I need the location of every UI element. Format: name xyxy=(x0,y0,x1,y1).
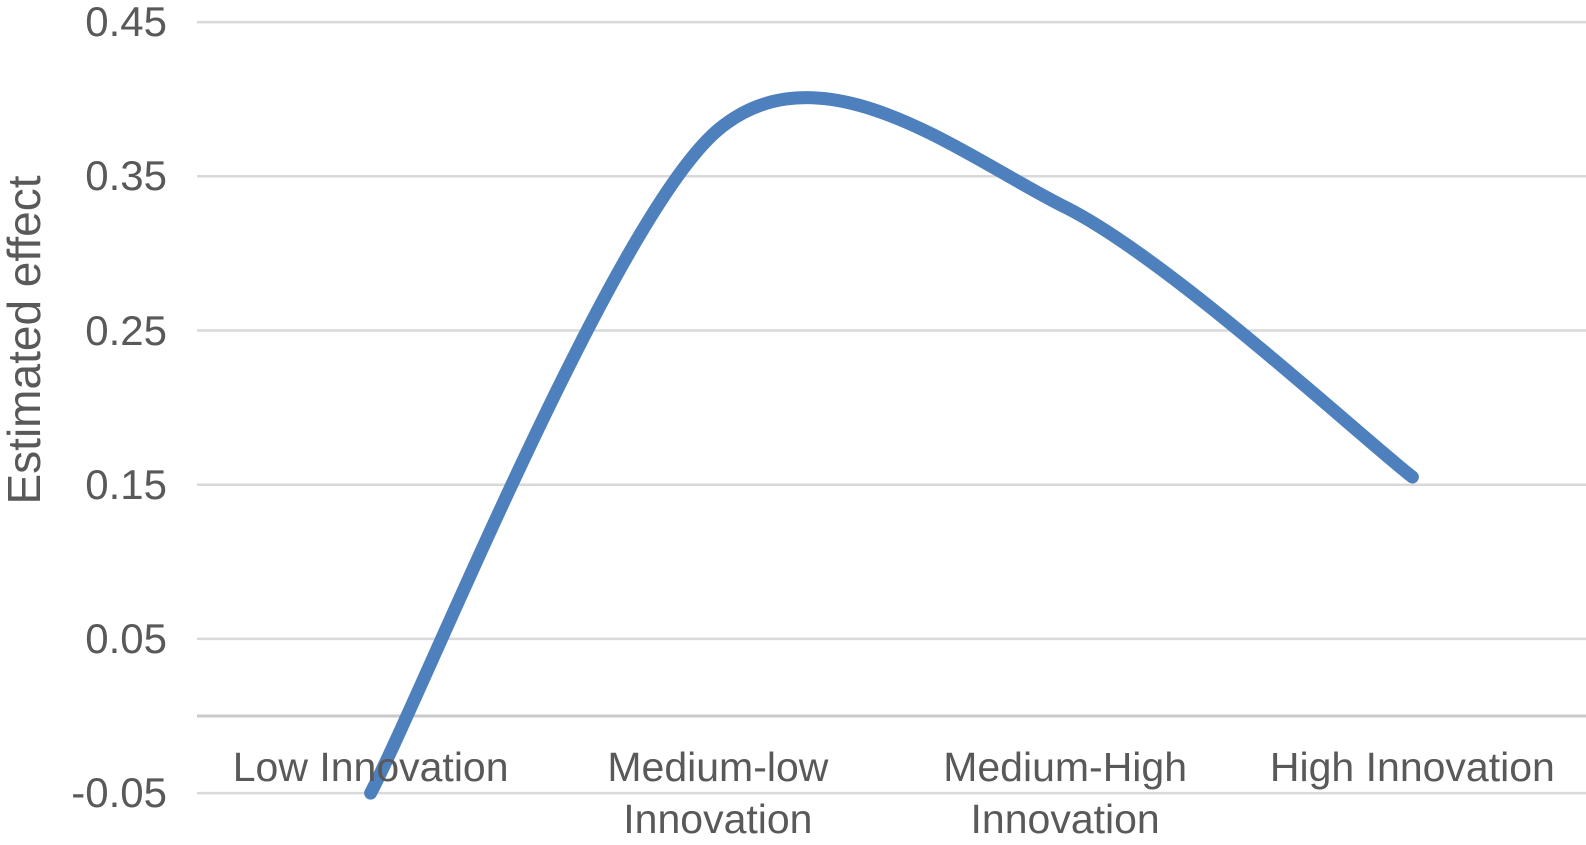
y-tick-label: 0.15 xyxy=(85,460,167,508)
x-category-label: High Innovation xyxy=(1269,744,1555,790)
y-tick-label: -0.05 xyxy=(71,769,167,817)
series-line xyxy=(364,91,1419,800)
x-category-label: Low Innovation xyxy=(232,744,509,790)
y-tick-label: 0.45 xyxy=(85,0,167,46)
y-tick-label: 0.25 xyxy=(85,306,167,354)
y-tick-label: 0.35 xyxy=(85,152,167,200)
x-category-label: Medium-low Innovation xyxy=(607,744,829,842)
x-category-label: Medium-High Innovation xyxy=(943,744,1188,842)
y-tick-label: 0.05 xyxy=(85,614,167,662)
